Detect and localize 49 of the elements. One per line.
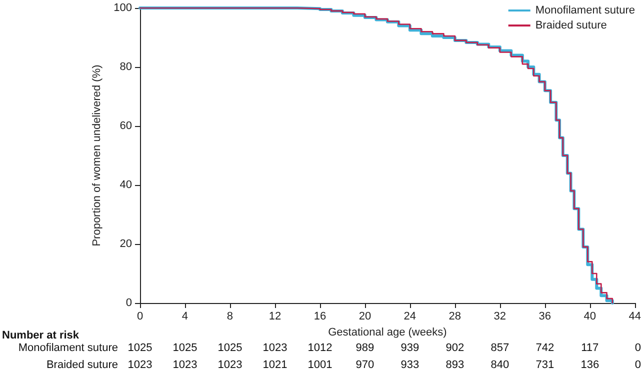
x-axis-title: Gestational age (weeks) <box>328 326 447 338</box>
text: 742 <box>536 342 554 354</box>
text: 902 <box>446 342 464 354</box>
legend-label: Monofilament suture <box>535 4 636 16</box>
text: 840 <box>490 359 510 371</box>
text: 1025 <box>218 342 242 354</box>
x-tick-label: 4 <box>182 310 188 322</box>
y-tick-label: 20 <box>120 238 132 250</box>
text: 1001 <box>308 359 332 371</box>
text: 939 <box>400 342 420 354</box>
x-tick-label: 20 <box>358 310 372 322</box>
y-tick-label: 60 <box>120 120 132 132</box>
text: 1021 <box>262 359 288 371</box>
y-tick-label: 80 <box>120 61 132 73</box>
x-tick-label: 40 <box>584 310 596 322</box>
x-tick-label: 12 <box>268 310 282 322</box>
text: 989 <box>356 342 374 354</box>
y-tick-label: 100 <box>114 2 132 14</box>
text: 136 <box>580 359 600 371</box>
legend-label: Braided suture <box>535 20 607 32</box>
x-tick-label: 36 <box>538 310 552 322</box>
text: 1025 <box>172 342 198 354</box>
text: 1025 <box>128 342 152 354</box>
text: Braided suture <box>46 359 118 371</box>
x-tick-label: 0 <box>136 310 144 322</box>
text: 933 <box>400 359 420 371</box>
text: 0 <box>634 342 641 354</box>
x-tick-label: 16 <box>314 310 326 322</box>
x-tick-label: 8 <box>226 310 234 322</box>
text: 731 <box>536 359 554 371</box>
text: 1023 <box>218 359 242 371</box>
text: 1023 <box>262 342 288 354</box>
y-tick-label: 40 <box>120 179 132 191</box>
text: 857 <box>490 342 510 354</box>
x-tick-label: 24 <box>404 310 416 322</box>
text: 117 <box>581 342 599 354</box>
text: Monofilament suture <box>18 342 118 354</box>
y-tick-label: 0 <box>126 297 132 309</box>
text: 1023 <box>172 359 198 371</box>
y-axis-title: Proportion of women undelivered (%) <box>91 64 104 246</box>
x-tick-label: 44 <box>628 310 642 322</box>
text: 1012 <box>308 342 332 354</box>
text: 0 <box>634 359 641 371</box>
text: Number at risk <box>2 330 80 342</box>
text: 1023 <box>128 359 152 371</box>
text: 970 <box>356 359 374 371</box>
text: 893 <box>446 359 464 371</box>
x-tick-label: 32 <box>494 310 506 322</box>
x-tick-label: 28 <box>448 310 462 322</box>
